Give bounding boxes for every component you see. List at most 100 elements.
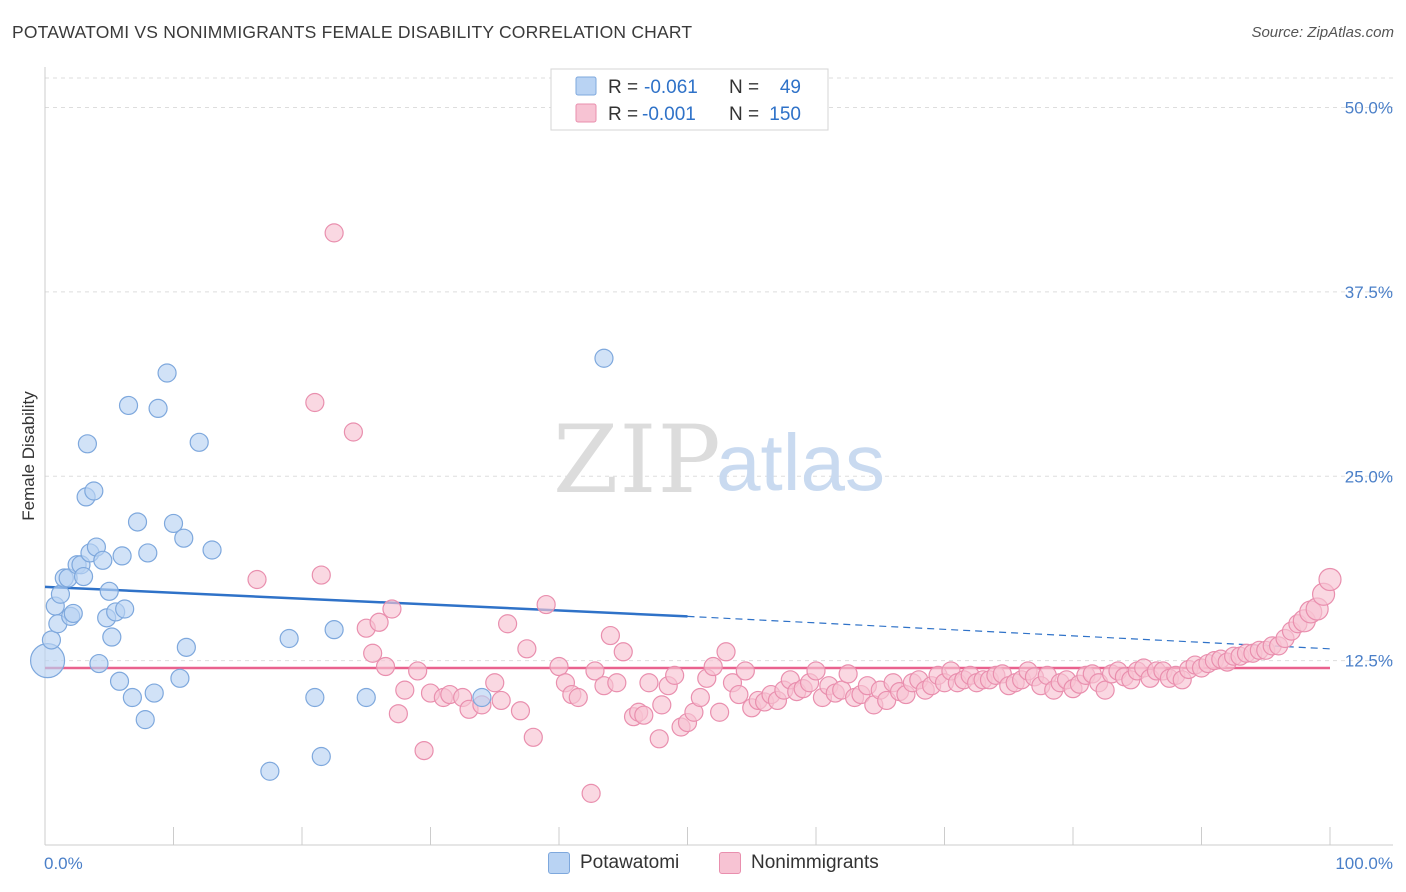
potawatomi-point [115, 599, 135, 619]
nonimmigrants-point [343, 422, 363, 442]
potawatomi-point [174, 528, 194, 548]
nonimmigrants-point [549, 656, 569, 677]
data-points [29, 223, 1342, 803]
bottom-legend-swatch-potawatomi [548, 852, 570, 874]
x-tick-label-1: 100.0% [1335, 854, 1393, 873]
potawatomi-point [311, 746, 331, 767]
potawatomi-point [144, 683, 164, 703]
nonimmigrants-point [710, 702, 730, 722]
legend-box: R = -0.061 N = 49 R = -0.001 N = 150 [550, 68, 829, 131]
potawatomi-point [202, 540, 222, 560]
y-tick-label-1: 25.0% [1345, 467, 1393, 486]
nonimmigrants-point [690, 687, 710, 708]
nonimmigrants-point [382, 599, 402, 619]
potawatomi-point [118, 395, 139, 416]
nonimmigrants-point [510, 701, 531, 721]
chart-title: POTAWATOMI VS NONIMMIGRANTS FEMALE DISAB… [12, 22, 693, 42]
legend-r-value-1: -0.061 [644, 77, 698, 98]
potawatomi-point [157, 363, 177, 383]
potawatomi-point [189, 432, 209, 452]
potawatomi-point [594, 348, 614, 368]
bottom-legend: Potawatomi Nonimmigrants [0, 852, 1406, 878]
y-tick-label-0: 12.5% [1345, 652, 1393, 671]
nonimmigrants-point [498, 614, 518, 634]
legend-swatch-nonimmigrants [575, 103, 597, 123]
y-tick-labels: 12.5% 25.0% 37.5% 50.0% [1345, 99, 1393, 671]
nonimmigrants-point [324, 223, 344, 243]
potawatomi-point [324, 620, 344, 640]
potawatomi-point [93, 550, 113, 570]
bottom-legend-nonimmigrants: Nonimmigrants [719, 852, 879, 874]
nonimmigrants-point [607, 673, 627, 693]
nonimmigrants-point [735, 661, 755, 681]
nonimmigrants-point [634, 705, 654, 725]
potawatomi-trend-extension [687, 615, 1331, 650]
nonimmigrants-point [729, 684, 749, 705]
potawatomi-point [176, 637, 196, 657]
nonimmigrants-point [375, 656, 396, 677]
legend-r-label-2: R = [608, 104, 638, 125]
nonimmigrants-point [363, 643, 383, 663]
potawatomi-point [170, 668, 190, 688]
legend-n-value-1: 49 [780, 77, 801, 98]
potawatomi-point [109, 671, 130, 691]
source-label: Source: ZipAtlas.com [1251, 24, 1394, 41]
nonimmigrants-point [652, 695, 672, 715]
legend-r-label-1: R = [608, 77, 638, 98]
potawatomi-point [63, 603, 83, 624]
potawatomi-point [163, 513, 184, 534]
nonimmigrants-point [703, 656, 723, 677]
nonimmigrants-point [806, 661, 826, 681]
watermark-atlas: atlas [716, 418, 885, 507]
potawatomi-point [50, 584, 71, 604]
nonimmigrants-point [613, 642, 633, 662]
nonimmigrants-point [517, 639, 537, 659]
potawatomi-point [356, 687, 376, 708]
nonimmigrants-point [408, 661, 428, 681]
nonimmigrants-point [536, 594, 556, 615]
potawatomi-point [84, 481, 104, 501]
potawatomi-point [102, 627, 122, 647]
potawatomi-point [148, 398, 168, 418]
nonimmigrants-point [600, 625, 621, 646]
potawatomi-point [77, 434, 98, 454]
nonimmigrants-point [639, 673, 659, 693]
nonimmigrants-point [649, 729, 669, 749]
watermark-zip: ZIP [553, 406, 722, 515]
nonimmigrants-point [414, 740, 434, 761]
y-tick-label-2: 37.5% [1345, 283, 1393, 302]
potawatomi-point [41, 630, 62, 650]
bottom-legend-swatch-nonimmigrants [719, 852, 741, 874]
potawatomi-point [127, 512, 148, 532]
legend-swatch-potawatomi [575, 76, 597, 96]
nonimmigrants-point [395, 680, 415, 700]
nonimmigrants-point [568, 687, 588, 708]
nonimmigrants-point [838, 664, 858, 684]
y-tick-label-3: 50.0% [1345, 99, 1393, 118]
potawatomi-point [305, 687, 325, 708]
potawatomi-point [138, 543, 158, 563]
bottom-legend-label-potawatomi: Potawatomi [580, 852, 680, 873]
potawatomi-point [260, 761, 280, 781]
gridlines [45, 77, 1393, 662]
potawatomi-point [279, 628, 299, 649]
axes [44, 67, 1393, 846]
trend-lines [44, 585, 1331, 670]
potawatomi-point [99, 581, 119, 601]
legend-n-label-2: N = [729, 104, 759, 125]
nonimmigrants-point [665, 665, 685, 685]
nonimmigrants-point [491, 690, 511, 711]
nonimmigrants-point [369, 612, 389, 632]
watermark: ZIP atlas [553, 406, 885, 515]
nonimmigrants-point [1095, 680, 1115, 700]
nonimmigrants-point [716, 642, 736, 662]
x-tick-labels: 0.0% 100.0% [44, 854, 1393, 873]
nonimmigrants-point [485, 673, 505, 693]
potawatomi-point [73, 566, 94, 587]
bottom-legend-potawatomi: Potawatomi [548, 852, 679, 874]
nonimmigrants-point [581, 783, 601, 803]
x-tick-label-0: 0.0% [44, 854, 83, 873]
potawatomi-point [112, 546, 132, 566]
y-axis-title: Female Disability [19, 391, 38, 521]
